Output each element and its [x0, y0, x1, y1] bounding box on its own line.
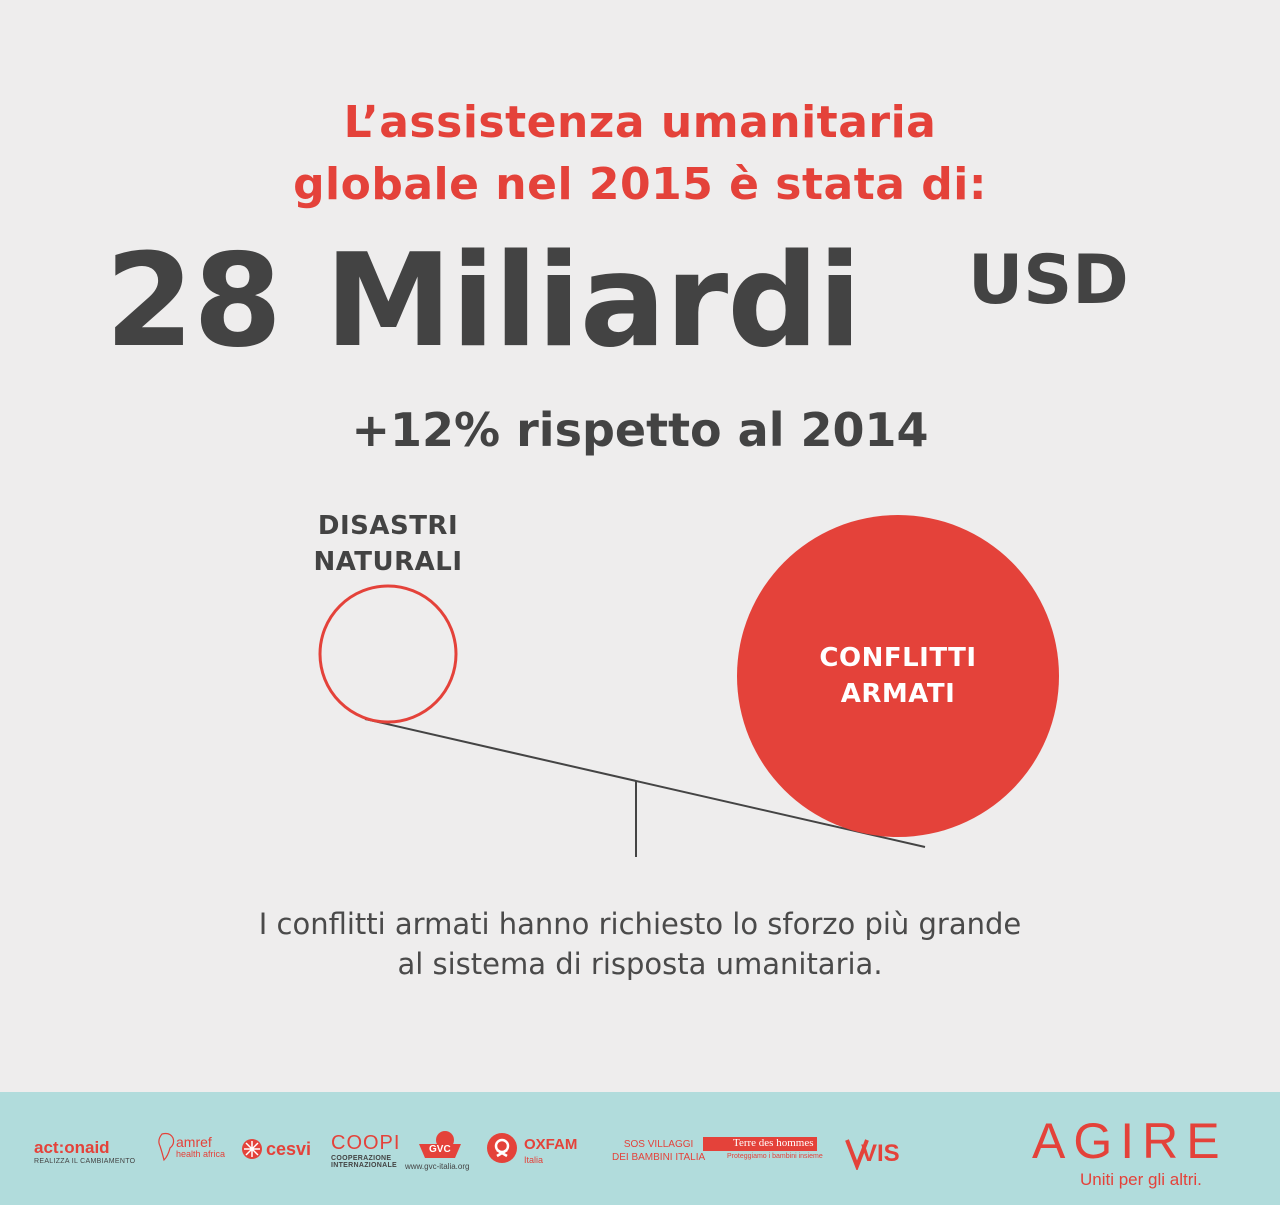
- caption-line-1: I conflitti armati hanno richiesto lo sf…: [258, 907, 1022, 941]
- natural-disasters-label-line-1: DISASTRI: [317, 511, 459, 541]
- amount-currency: USD: [968, 241, 1129, 320]
- caption: I conflitti armati hanno richiesto lo sf…: [0, 904, 1280, 984]
- armed-conflicts-label-line-1: CONFLITTI: [819, 643, 977, 673]
- vis-emblem-icon: [845, 1139, 869, 1170]
- amref-subtitle: health africa: [176, 1149, 226, 1159]
- sos-line-1: SOS VILLAGGI: [623, 1139, 694, 1150]
- tdh-wordmark: Terre des hommes: [733, 1137, 814, 1149]
- agire-tagline: Uniti per gli altri.: [1080, 1170, 1202, 1189]
- caption-line-2: al sistema di risposta umanitaria.: [397, 947, 883, 981]
- scale-beam: [364, 718, 926, 848]
- oxfam-subtitle: Italia: [524, 1155, 544, 1165]
- cesvi-wordmark: cesvi: [266, 1139, 312, 1159]
- change-vs-2014: +12% rispetto al 2014: [351, 403, 929, 457]
- coopi-subtitle-2: INTERNAZIONALE: [331, 1162, 398, 1169]
- natural-disasters-circle: [318, 584, 458, 724]
- actionaid-subtitle: REALIZZA IL CAMBIAMENTO: [34, 1158, 136, 1165]
- tdh-subtitle: Proteggiamo i bambini insieme: [727, 1153, 823, 1160]
- natural-disasters-label-line-2: NATURALI: [313, 547, 463, 577]
- oxfam-wordmark: OXFAM: [524, 1136, 578, 1153]
- amount-value: 28 Miliardi: [105, 227, 862, 376]
- actionaid-wordmark: act:onaid: [34, 1138, 110, 1157]
- footer-bar: [0, 1092, 1280, 1205]
- actionaid-logo: act:onaid REALIZZA IL CAMBIAMENTO: [34, 1138, 135, 1165]
- gvc-emblem-icon: [419, 1131, 461, 1158]
- headline: L’assistenza umanitaria globale nel 2015…: [0, 92, 1280, 216]
- vis-wordmark: VIS: [861, 1140, 900, 1167]
- armed-conflicts-label: CONFLITTI ARMATI: [737, 640, 1059, 712]
- agire-brand: AGIRE: [1032, 1113, 1228, 1169]
- sos-villaggi-logo: SOS VILLAGGI DEI BAMBINI ITALIA: [612, 1138, 705, 1164]
- tdh-banner: Terre des hommes: [703, 1137, 817, 1151]
- gvc-url: www.gvc-italia.org: [405, 1162, 470, 1171]
- gvc-wordmark: GVC: [429, 1144, 451, 1155]
- terre-des-hommes-logo: Terre des hommes Proteggiamo i bambini i…: [703, 1137, 823, 1160]
- coopi-logo: COOPI COOPERAZIONE INTERNAZIONALE: [331, 1132, 400, 1169]
- natural-disasters-label: DISASTRI NATURALI: [288, 508, 488, 580]
- sos-line-2: DEI BAMBINI ITALIA: [612, 1152, 706, 1163]
- armed-conflicts-label-line-2: ARMATI: [840, 679, 956, 709]
- oxfam-symbol-icon: [487, 1133, 517, 1163]
- headline-line-2: globale nel 2015 è stata di:: [293, 159, 987, 210]
- africa-icon: [158, 1132, 175, 1162]
- armed-conflicts-circle: [737, 515, 1059, 837]
- coopi-wordmark: COOPI: [331, 1132, 401, 1154]
- headline-line-1: L’assistenza umanitaria: [343, 97, 937, 148]
- amref-wordmark: amref: [176, 1134, 212, 1150]
- cesvi-flower-icon: [242, 1139, 262, 1159]
- coopi-subtitle-1: COOPERAZIONE: [331, 1155, 392, 1162]
